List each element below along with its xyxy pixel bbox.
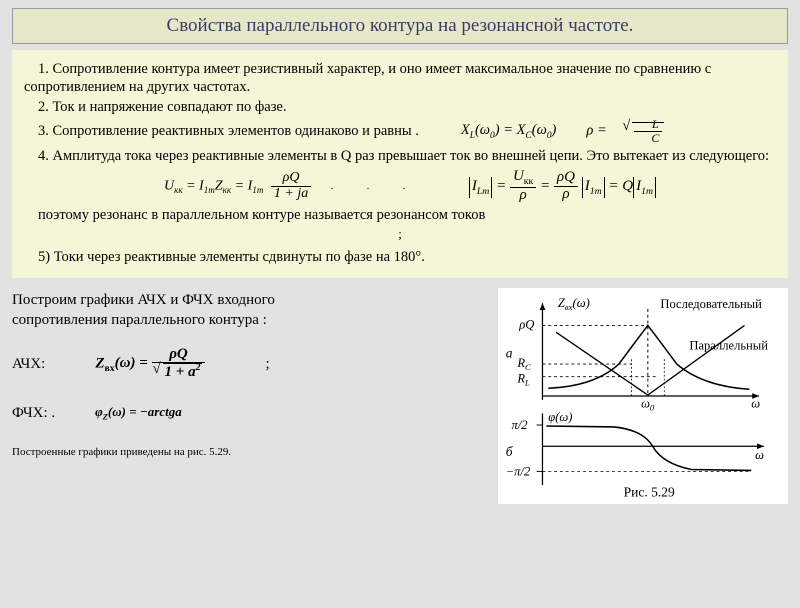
eq4b-rho2: ρ	[554, 187, 578, 203]
slide-title: Свойства параллельного контура на резона…	[12, 8, 788, 44]
bullet-1: 1. Сопротивление контура имеет резистивн…	[24, 60, 776, 96]
den-sq: 2	[196, 362, 201, 373]
achx-semi: ;	[265, 354, 269, 374]
eq-rho: ρ = LC	[572, 118, 664, 144]
svg-text:ρQ: ρQ	[518, 318, 534, 332]
fchx-label: ФЧХ: .	[12, 403, 55, 423]
svg-text:Последовательный: Последовательный	[660, 297, 762, 311]
eq4a-den: 1 + ja	[271, 187, 311, 202]
bullet-3-text: 3. Сопротивление реактивных элементов од…	[24, 122, 419, 140]
semicolon: ;	[24, 226, 776, 242]
svg-text:ω0: ω0	[641, 397, 655, 413]
fchx-formula: φZ(ω) = −arctga	[95, 403, 182, 423]
eq4b-1m2: 1m	[641, 186, 653, 197]
bullet-3: 3. Сопротивление реактивных элементов од…	[24, 118, 776, 144]
eq4a-m1b: 1m	[252, 185, 263, 195]
den-a: 1 + a	[165, 364, 196, 380]
eq-close-b: )	[552, 122, 557, 138]
graph-b: φ(ω) π/2 −π/2 ω б	[506, 410, 764, 485]
fig-caption: Рис. 5.29	[624, 485, 675, 500]
phi-a: a	[175, 404, 182, 419]
svg-text:RC: RC	[516, 356, 531, 372]
phi: φ	[95, 404, 103, 419]
eq4a: Uкк = I1mZкк = I1m ρQ1 + ja . . .	[164, 171, 405, 201]
vx-sub: вх	[104, 363, 114, 374]
eq4a-kk: кк	[174, 185, 183, 195]
eq4a-eq: = I	[183, 178, 204, 193]
phi-w: (ω) = −arctg	[108, 404, 175, 419]
conclusion: поэтому резонанс в параллельном контуре …	[24, 206, 776, 224]
svg-text:ω: ω	[755, 448, 764, 462]
svg-text:φ(ω): φ(ω)	[548, 410, 572, 424]
lower-text: Построим графики АЧХ и ФЧХ входного сопр…	[12, 288, 490, 504]
graph-figure: Zвх(ω) Последовательный Параллельный ρQ …	[498, 288, 788, 504]
eq4a-eq2: = I	[231, 178, 252, 193]
svg-text:Zвх(ω): Zвх(ω)	[558, 296, 590, 312]
svg-text:π/2: π/2	[512, 418, 528, 432]
graph-a: Zвх(ω) Последовательный Параллельный ρQ …	[506, 296, 768, 412]
w-arg: (ω) =	[115, 355, 152, 371]
eq-xl-xc: XL(ω0) = XC(ω0)	[447, 121, 557, 143]
svg-text:RL: RL	[516, 372, 530, 388]
fig-note: Построенные графики приведены на рис. 5.…	[12, 445, 490, 460]
eq4b-kk: кк	[524, 176, 533, 187]
eq4a-Z: Z	[215, 178, 223, 193]
achx-formula: Zвх(ω) = ρQ1 + a2	[95, 347, 205, 382]
eq-xl: X	[461, 122, 470, 138]
svg-text:Параллельный: Параллельный	[689, 339, 768, 353]
svg-text:a: a	[506, 346, 513, 361]
eq-rho-lbl: ρ =	[586, 123, 610, 139]
intro-1: Построим графики АЧХ и ФЧХ входного	[12, 290, 490, 310]
eq4b-rho: ρ	[510, 188, 536, 204]
eq-w0a: (ω	[475, 122, 490, 138]
eq4a-U: U	[164, 178, 174, 193]
eq4b: ILm = Uккρ = ρQρ I1m = QI1m	[469, 169, 656, 204]
eq4a-rho: ρQ	[271, 171, 311, 187]
bullet-2: 2. Ток и напряжение совпадают по фазе.	[24, 98, 776, 116]
bullet-5: 5) Токи через реактивные элементы сдвину…	[24, 248, 776, 266]
bullet-4: 4. Амплитуда тока через реактивные элеме…	[24, 147, 776, 165]
eq-w0b: (ω	[532, 122, 547, 138]
eq4b-Q: Q	[622, 178, 633, 194]
svg-text:б: б	[506, 444, 514, 459]
eq4a-kk2: кк	[223, 185, 232, 195]
eq-Cc: C	[634, 132, 662, 145]
eq-eq: =	[500, 122, 517, 138]
properties-box: 1. Сопротивление контура имеет резистивн…	[12, 50, 788, 278]
eq4b-rQ: ρQ	[554, 170, 578, 187]
svg-text:ω: ω	[751, 397, 760, 411]
svg-text:−π/2: −π/2	[506, 464, 531, 478]
eq4b-U: U	[513, 168, 524, 184]
lower-section: Построим графики АЧХ и ФЧХ входного сопр…	[12, 288, 788, 504]
intro-2: сопротивления параллельного контура :	[12, 310, 490, 330]
achx-label: АЧХ:	[12, 354, 45, 374]
eq4a-m1: 1m	[204, 185, 215, 195]
eq4b-1m: 1m	[590, 186, 602, 197]
eq-row-4: Uкк = I1mZкк = I1m ρQ1 + ja . . . ILm = …	[24, 169, 776, 204]
eq-Lc: L	[634, 118, 662, 132]
eq4b-Lm: Lm	[477, 186, 489, 197]
